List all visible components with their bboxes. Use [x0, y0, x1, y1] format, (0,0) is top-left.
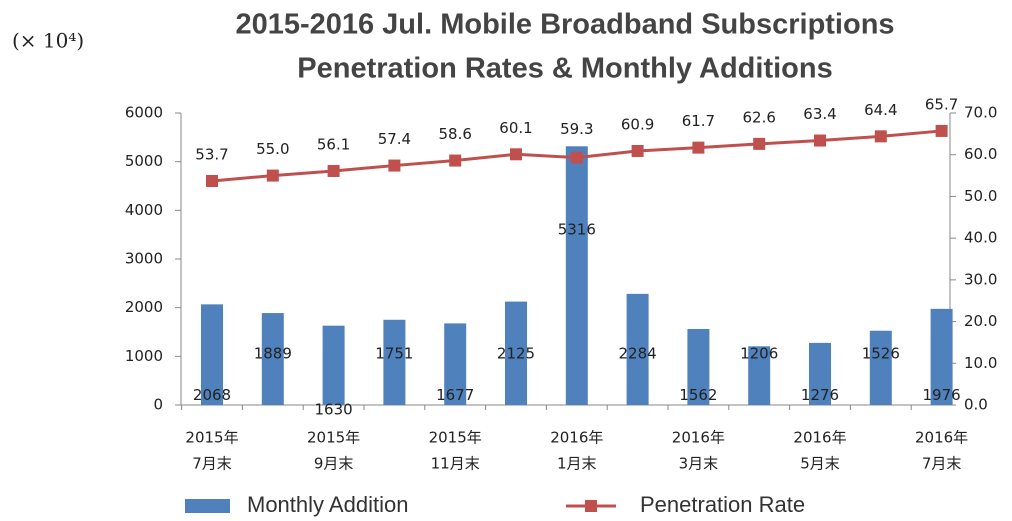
bar	[565, 146, 588, 405]
x-tick-label: 5月末	[800, 455, 840, 473]
line-label: 60.9	[621, 115, 654, 133]
line-label: 63.4	[803, 105, 836, 123]
x-tick-label: 2016年	[793, 429, 846, 447]
x-tick-label: 2016年	[915, 429, 968, 447]
y2-tick-label: 30.0	[964, 270, 997, 288]
chart-title: 2015-2016 Jul. Mobile Broadband Subscrip…	[235, 9, 894, 41]
line-label: 58.6	[438, 125, 471, 143]
bar	[687, 328, 710, 405]
bar	[383, 319, 406, 405]
line-label: 60.1	[499, 119, 532, 137]
y2-tick-label: 20.0	[964, 312, 997, 330]
y-tick-label: 1000	[125, 347, 163, 365]
line-marker	[327, 164, 340, 177]
bar-label: 1526	[862, 344, 900, 362]
y2-tick-label: 10.0	[964, 354, 997, 372]
line-marker	[449, 154, 462, 167]
x-tick-label: 2015年	[429, 429, 482, 447]
legend-swatch	[185, 499, 230, 513]
line-marker	[692, 141, 705, 154]
bar-label: 1889	[254, 344, 292, 362]
bar-label: 1276	[801, 386, 839, 404]
bar-label: 5316	[558, 220, 596, 238]
line-marker	[266, 169, 279, 182]
line-marker	[631, 144, 644, 157]
line-label: 64.4	[864, 101, 897, 119]
line-marker	[206, 174, 218, 187]
y2-tick-label: 60.0	[964, 145, 997, 163]
y-tick-label: 0	[153, 396, 163, 414]
x-tick-label: 3月末	[679, 455, 719, 473]
x-tick-label: 7月末	[192, 455, 232, 473]
line-label: 56.1	[317, 135, 350, 153]
line-marker	[510, 148, 522, 161]
y-tick-label: 4000	[125, 201, 163, 219]
bar	[444, 323, 467, 405]
x-tick-label: 11月末	[431, 455, 480, 473]
bar-label: 1677	[436, 386, 474, 404]
x-tick-label: 2016年	[672, 429, 725, 447]
line-marker	[570, 151, 583, 164]
bar	[626, 293, 649, 405]
line-label: 65.7	[925, 95, 958, 113]
bar	[930, 308, 953, 405]
y-tick-label: 3000	[125, 250, 163, 268]
legend-label: Monthly Addition	[247, 492, 408, 517]
line-label: 59.3	[560, 120, 593, 138]
bar-label: 2068	[193, 386, 231, 404]
line-label: 55.0	[256, 140, 289, 158]
bar	[809, 342, 831, 405]
line-marker	[388, 159, 401, 172]
legend-label: Penetration Rate	[640, 492, 805, 517]
x-tick-label: 2015年	[307, 429, 360, 447]
x-tick-label: 9月末	[314, 455, 354, 473]
bar	[201, 304, 223, 405]
bar-label: 1630	[315, 400, 353, 418]
line-marker	[874, 130, 887, 143]
bar-label: 1751	[375, 344, 413, 362]
y-tick-label: 6000	[125, 104, 163, 122]
line-label: 62.6	[742, 108, 775, 126]
line-marker	[753, 137, 766, 150]
bar-label: 2125	[497, 344, 535, 362]
y2-tick-label: 0.0	[964, 396, 988, 414]
bar-label: 2284	[619, 344, 657, 362]
line-label: 57.4	[378, 130, 411, 148]
y-tick-label: 2000	[125, 298, 163, 316]
y-tick-label: 5000	[125, 152, 163, 170]
bar	[261, 313, 284, 405]
bar-label: 1562	[679, 386, 717, 404]
y-axis-label: (× 10⁴)	[12, 29, 84, 53]
line-marker	[814, 134, 826, 147]
x-tick-label: 7月末	[922, 455, 962, 473]
bar	[322, 325, 345, 405]
bar	[869, 330, 892, 405]
chart-title: Penetration Rates & Monthly Additions	[297, 53, 832, 85]
line-marker	[935, 124, 948, 137]
y2-tick-label: 50.0	[964, 187, 997, 205]
line-label: 53.7	[195, 145, 228, 163]
legend-swatch	[585, 500, 597, 512]
x-tick-label: 2016年	[550, 429, 603, 447]
x-tick-label: 1月末	[557, 455, 597, 473]
bar-label: 1206	[740, 344, 778, 362]
y2-tick-label: 70.0	[964, 104, 997, 122]
x-tick-label: 2015年	[185, 429, 238, 447]
bar	[748, 346, 771, 405]
y2-tick-label: 40.0	[964, 229, 997, 247]
bar-label: 1976	[923, 386, 961, 404]
bar	[505, 301, 527, 405]
line-label: 61.7	[682, 112, 715, 130]
